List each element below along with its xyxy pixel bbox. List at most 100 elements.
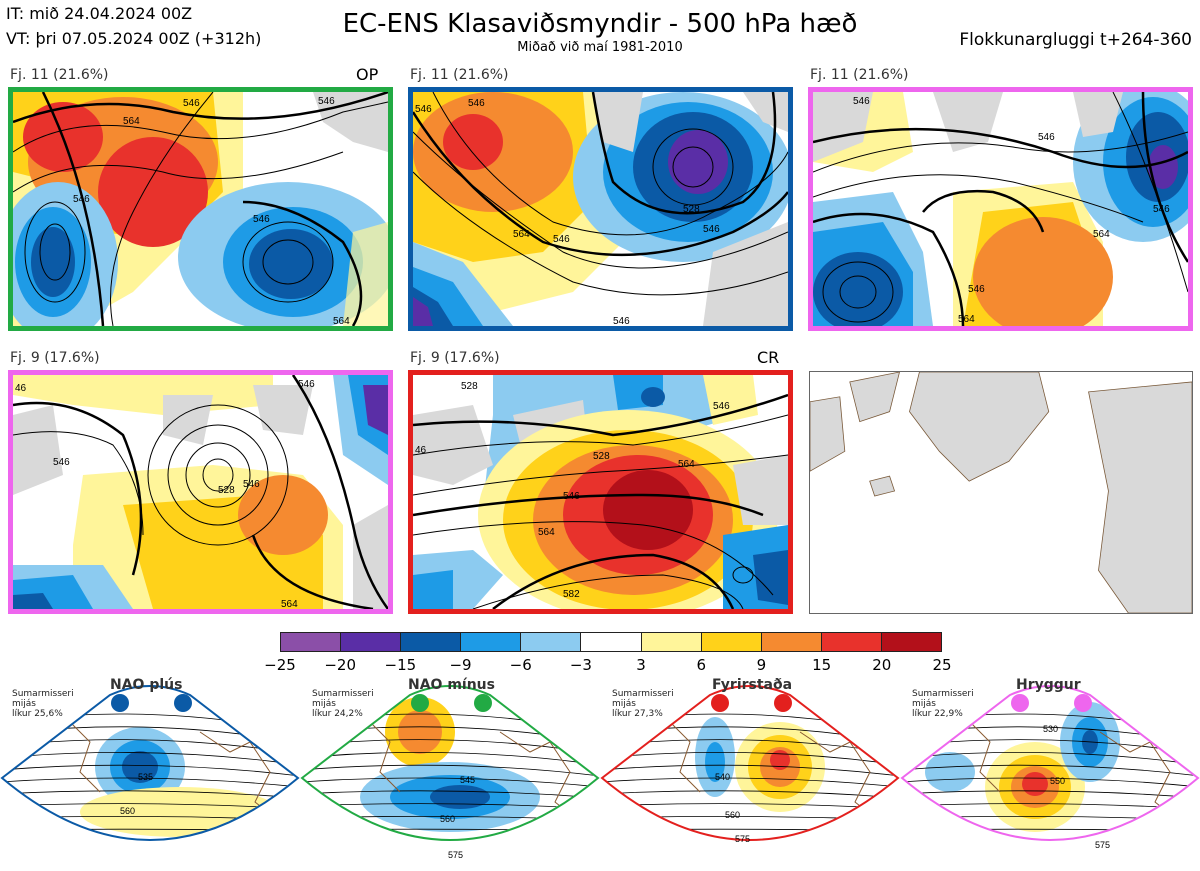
- empty-map-panel: [809, 371, 1193, 614]
- p3-contour-label: 564: [958, 314, 975, 325]
- regime-marker-dot: [411, 694, 429, 712]
- panel-4-label: Fj. 9 (17.6%): [10, 350, 100, 366]
- anomaly-colorbar: [280, 632, 942, 652]
- colorbar-tick-label: 3: [636, 656, 646, 674]
- colorbar-tick-label: −3: [569, 656, 592, 674]
- regime-contour-label: 550: [1050, 776, 1065, 786]
- issue-time: IT: mið 24.04.2024 00Z: [6, 4, 193, 23]
- colorbar-bin: [581, 633, 642, 651]
- regime-name: Fyrirstaða: [712, 677, 793, 693]
- regime-name: NAO plús: [110, 677, 183, 693]
- p1-contour-label: 564: [123, 116, 140, 127]
- p3-contour-label: 546: [1153, 204, 1170, 215]
- regime-marker-dot: [1011, 694, 1029, 712]
- p5-contour-label: 546: [563, 491, 580, 502]
- cluster-map-1: 564 546 546 546 564 546: [8, 87, 393, 331]
- p4-contour-label: 564: [281, 599, 298, 609]
- p5-contour-label: 46: [415, 445, 427, 456]
- p2-contour-label: 546: [703, 224, 720, 235]
- panel-5-tag: CR: [757, 348, 780, 367]
- p4-contour-label: 46: [15, 383, 27, 394]
- cluster-map-5: 528 546 46 528 546 564 564 582: [408, 370, 793, 614]
- colorbar-bin: [281, 633, 342, 651]
- p5-contour-label: 546: [713, 401, 730, 412]
- colorbar-bin: [701, 633, 762, 651]
- regime-ridge: 530 550 575 Hryggur Sumarmisseri mijás líkur…: [900, 672, 1200, 871]
- p1-contour-label: 546: [253, 214, 270, 225]
- page-subtitle: Miðað við maí 1981-2010: [517, 40, 683, 55]
- regime-contour-label: 535: [138, 772, 153, 782]
- regime-marker-dot: [1074, 694, 1092, 712]
- p1-contour-label: 546: [318, 96, 335, 107]
- colorbar-tick-label: 25: [932, 656, 952, 674]
- p1-contour-label: 546: [183, 98, 200, 109]
- regime-blocking: 540 560 575 Fyrirstaða Sumarmisseri mijás lí…: [600, 672, 900, 871]
- regime-info: Sumarmisseri mijás líkur 27,3%: [612, 689, 674, 719]
- cluster-map-2: 546 546 546 528 546 564 546: [408, 87, 793, 331]
- colorbar-bin: [821, 633, 882, 651]
- regime-info: Sumarmisseri mijás líkur 25,6%: [12, 689, 74, 719]
- panel-1-tag: OP: [356, 65, 379, 84]
- regime-contour-label: 575: [448, 850, 463, 860]
- colorbar-tick-label: 20: [872, 656, 892, 674]
- regime-contour-label: 575: [1095, 840, 1110, 850]
- p1-contour-label: 564: [333, 316, 350, 326]
- p2-contour-label: 546: [613, 316, 630, 326]
- regime-info: Sumarmisseri mijás líkur 22,9%: [912, 689, 974, 719]
- p4-contour-label: 546: [53, 457, 70, 468]
- p5-contour-label: 528: [593, 451, 610, 462]
- p3-contour-label: 546: [1038, 132, 1055, 143]
- p5-contour-label: 564: [678, 459, 695, 470]
- valid-time: VT: þri 07.05.2024 00Z (+312h): [6, 29, 262, 48]
- p2-contour-label: 564: [513, 229, 530, 240]
- colorbar-bin: [341, 633, 402, 651]
- p5-contour-label: 528: [461, 381, 478, 392]
- colorbar-bin: [761, 633, 822, 651]
- colorbar-tick-label: −6: [509, 656, 532, 674]
- p3-contour-label: 546: [853, 96, 870, 107]
- colorbar-tick-label: −25: [264, 656, 296, 674]
- regime-nao-plus: 535 560 NAO plús Sumarmisseri mijás líkur 2…: [0, 672, 300, 871]
- regime-contour-label: 540: [715, 772, 730, 782]
- colorbar-tick-label: −9: [449, 656, 472, 674]
- regime-name: Hryggur: [1016, 677, 1081, 693]
- regime-contour-label: 545: [460, 775, 475, 785]
- regime-contour-label: 530: [1043, 724, 1058, 734]
- regime-marker-dot: [711, 694, 729, 712]
- p4-contour-label: 546: [298, 379, 315, 390]
- colorbar-tick-label: 9: [756, 656, 767, 674]
- p5-contour-label: 582: [563, 589, 580, 600]
- regime-contour-label: 560: [725, 810, 740, 820]
- colorbar-bin: [461, 633, 522, 651]
- p1-contour-label: 546: [73, 194, 90, 205]
- p2-contour-label: 546: [468, 98, 485, 109]
- colorbar-bin: [401, 633, 462, 651]
- panel-3-label: Fj. 11 (21.6%): [810, 67, 909, 83]
- p4-contour-label: 546: [243, 479, 260, 490]
- regime-contour-label: 560: [120, 806, 135, 816]
- cluster-map-4: 46 546 528 546 564 546: [8, 370, 393, 614]
- panel-5-label: Fj. 9 (17.6%): [410, 350, 500, 366]
- p3-contour-label: 546: [968, 284, 985, 295]
- colorbar-ticks: −25 −20 −15 −9 −6 −3 3 6 9 15 20 25: [264, 656, 951, 674]
- p4-contour-label: 528: [218, 485, 235, 496]
- colorbar-tick-label: −15: [384, 656, 417, 674]
- panel-1-label: Fj. 11 (21.6%): [10, 67, 109, 83]
- colorbar-bin: [521, 633, 582, 651]
- colorbar-tick-label: −20: [324, 656, 356, 674]
- page-title: EC-ENS Klasaviðsmyndir - 500 hPa hæð: [342, 9, 858, 39]
- regime-name: NAO mínus: [408, 677, 495, 693]
- cluster-map-3: 546 546 546 564 546 564: [808, 87, 1193, 331]
- regime-marker-dot: [174, 694, 192, 712]
- p5-contour-label: 564: [538, 527, 555, 538]
- regime-contour-label: 575: [735, 834, 750, 844]
- p2-contour-label: 546: [553, 234, 570, 245]
- p3-contour-label: 564: [1093, 229, 1110, 240]
- colorbar-tick-label: 15: [812, 656, 832, 674]
- classification-window: Flokkunargluggi t+264-360: [959, 30, 1192, 50]
- colorbar-bin: [641, 633, 702, 651]
- regime-contour-label: 560: [440, 814, 455, 824]
- colorbar-bin: [881, 633, 942, 651]
- colorbar-tick-label: 6: [696, 656, 707, 674]
- p2-contour-label: 528: [683, 204, 700, 215]
